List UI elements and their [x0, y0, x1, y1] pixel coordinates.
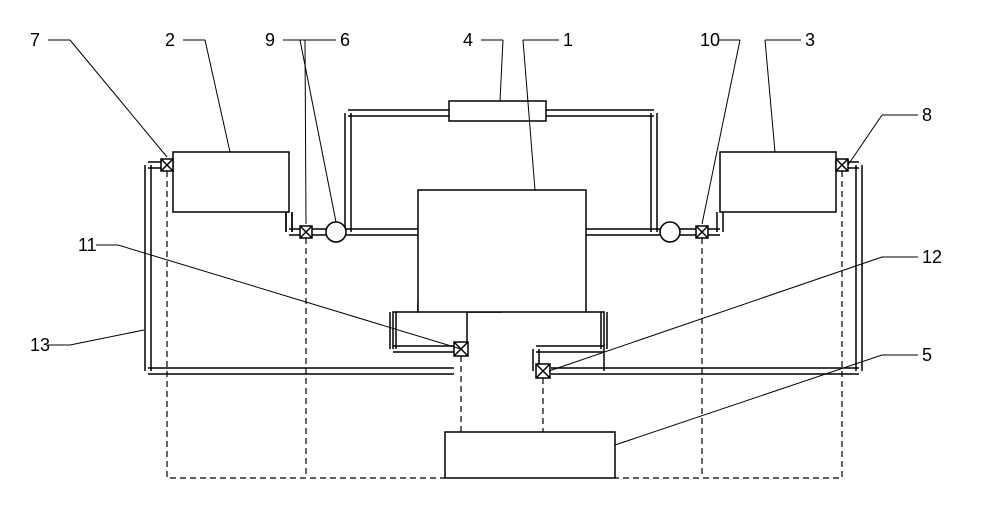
v9 [300, 226, 312, 238]
diagram-root: 7 2 9 6 4 1 10 3 8 11 12 13 5 [0, 0, 1000, 513]
label-13: 13 [30, 330, 144, 355]
label-text-12: 12 [922, 247, 942, 267]
label-12: 12 [549, 247, 942, 371]
pipe-p_in_left [393, 346, 454, 352]
label-text-3: 3 [805, 30, 815, 50]
pipe-p_top_loop3 [546, 110, 654, 116]
label-text-13: 13 [30, 335, 50, 355]
pipe-p_left_link [148, 162, 161, 168]
pipe-p_top_loop4 [651, 113, 657, 232]
box2 [173, 152, 289, 212]
v10 [696, 226, 708, 238]
c6_left [326, 222, 346, 242]
label-2: 2 [165, 30, 230, 152]
label-text-1: 1 [563, 30, 573, 50]
pipe-p_top_loop [345, 113, 351, 232]
label-text-11: 11 [78, 235, 97, 255]
box4 [449, 101, 546, 121]
v8 [836, 159, 848, 171]
label-text-4: 4 [463, 30, 473, 50]
label-text-6: 6 [340, 30, 350, 50]
pipe-p_top_loop2 [348, 110, 449, 116]
label-4: 4 [463, 30, 503, 101]
label-6: 6 [300, 30, 350, 222]
label-text-7: 7 [30, 30, 40, 50]
v12 [536, 364, 550, 378]
box1 [418, 190, 586, 312]
label-text-2: 2 [165, 30, 175, 50]
v7 [161, 159, 173, 171]
label-text-9: 9 [265, 30, 275, 50]
label-5: 5 [615, 345, 932, 445]
label-8: 8 [848, 105, 932, 165]
dashed-d_v8 [615, 171, 842, 478]
box3 [720, 152, 836, 212]
pipe-p_in_leftv2 [467, 312, 502, 349]
label-text-10: 10 [700, 30, 720, 50]
box5 [445, 432, 615, 478]
label-text-5: 5 [922, 345, 932, 365]
c6_right [660, 222, 680, 242]
label-3: 3 [765, 30, 815, 152]
label-7: 7 [30, 30, 167, 157]
label-text-8: 8 [922, 105, 932, 125]
